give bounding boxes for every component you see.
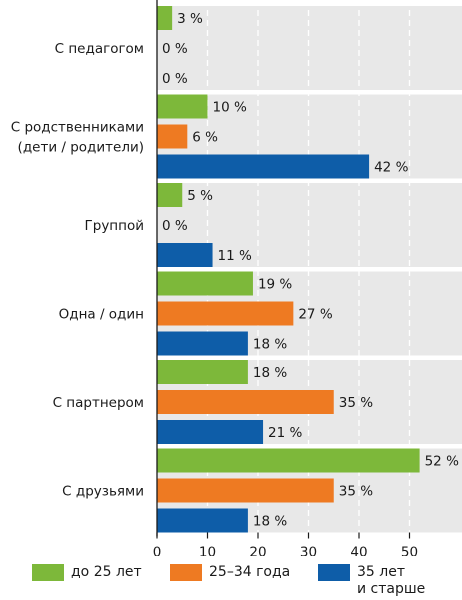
- x-tick-label: 30: [300, 545, 317, 557]
- bar: [157, 508, 248, 533]
- legend-item-under-25: до 25 лет: [32, 564, 142, 581]
- legend-swatch-35-plus: [318, 564, 350, 581]
- bar-chart: 3 % 0 % 0 % 10 % 6 % 42 % 5 % 0 % 11 % 19 % 27 % 18…: [11, 0, 462, 556]
- bar: [157, 390, 334, 414]
- legend-label-35-plus: 35 лет и старше: [357, 564, 426, 597]
- x-tick-label: 40: [350, 545, 367, 557]
- category-label: С партнером: [53, 395, 144, 411]
- bar: [157, 448, 420, 473]
- value-label: 27 %: [298, 307, 332, 323]
- value-label: 21 %: [268, 425, 302, 441]
- bar: [157, 94, 208, 119]
- value-label: 18 %: [253, 365, 287, 381]
- x-tick-label: 10: [199, 545, 216, 557]
- value-label: 6 %: [192, 130, 218, 146]
- bar: [157, 243, 213, 267]
- category-label: Группой: [85, 218, 144, 234]
- bar: [157, 360, 248, 384]
- legend-label-under-25: до 25 лет: [71, 564, 142, 580]
- category-label: С друзьями: [62, 484, 144, 500]
- bar: [157, 124, 188, 149]
- value-label: 0 %: [162, 218, 188, 234]
- value-label: 35 %: [339, 395, 373, 411]
- value-label: 0 %: [162, 71, 188, 87]
- value-label: 5 %: [187, 188, 213, 204]
- legend-item-35-plus: 35 лет и старше: [318, 564, 425, 598]
- legend-swatch-under-25: [32, 564, 64, 581]
- value-label: 18 %: [253, 337, 287, 353]
- bar: [157, 420, 264, 444]
- legend-swatch-25-34: [170, 564, 202, 581]
- bar: [157, 478, 334, 503]
- x-axis: 0 10 20 30 40 50: [153, 0, 418, 556]
- bar: [157, 331, 248, 356]
- value-labels: 3 % 0 % 0 % 10 % 6 % 42 % 5 % 0 % 11 % 19 % 27 % 18…: [162, 11, 459, 530]
- x-tick-label: 50: [401, 545, 418, 557]
- x-tick-label: 0: [153, 545, 162, 557]
- value-label: 3 %: [177, 11, 203, 27]
- value-label: 19 %: [258, 277, 292, 293]
- x-tick-label: 20: [249, 545, 266, 557]
- legend-item-25-34: 25–34 года: [170, 564, 290, 581]
- category-label: С родственниками (дети / родители): [11, 120, 144, 156]
- bar: [157, 301, 294, 326]
- value-label: 52 %: [425, 454, 459, 470]
- bar: [157, 154, 370, 179]
- bar: [157, 183, 183, 207]
- value-label: 42 %: [374, 160, 408, 176]
- value-label: 0 %: [162, 41, 188, 57]
- value-label: 10 %: [213, 100, 247, 116]
- bars: [157, 6, 420, 533]
- value-label: 18 %: [253, 514, 287, 530]
- category-label: Одна / один: [59, 307, 144, 323]
- value-label: 35 %: [339, 484, 373, 500]
- legend-label-25-34: 25–34 года: [209, 564, 291, 580]
- bar: [157, 271, 253, 296]
- category-labels: С педагогом С родственниками (дети / родит…: [11, 41, 144, 500]
- bar: [157, 6, 173, 30]
- legend: до 25 лет 25–34 года 35 лет и старше: [0, 556, 462, 600]
- value-label: 11 %: [218, 248, 252, 264]
- category-label: С педагогом: [55, 41, 144, 57]
